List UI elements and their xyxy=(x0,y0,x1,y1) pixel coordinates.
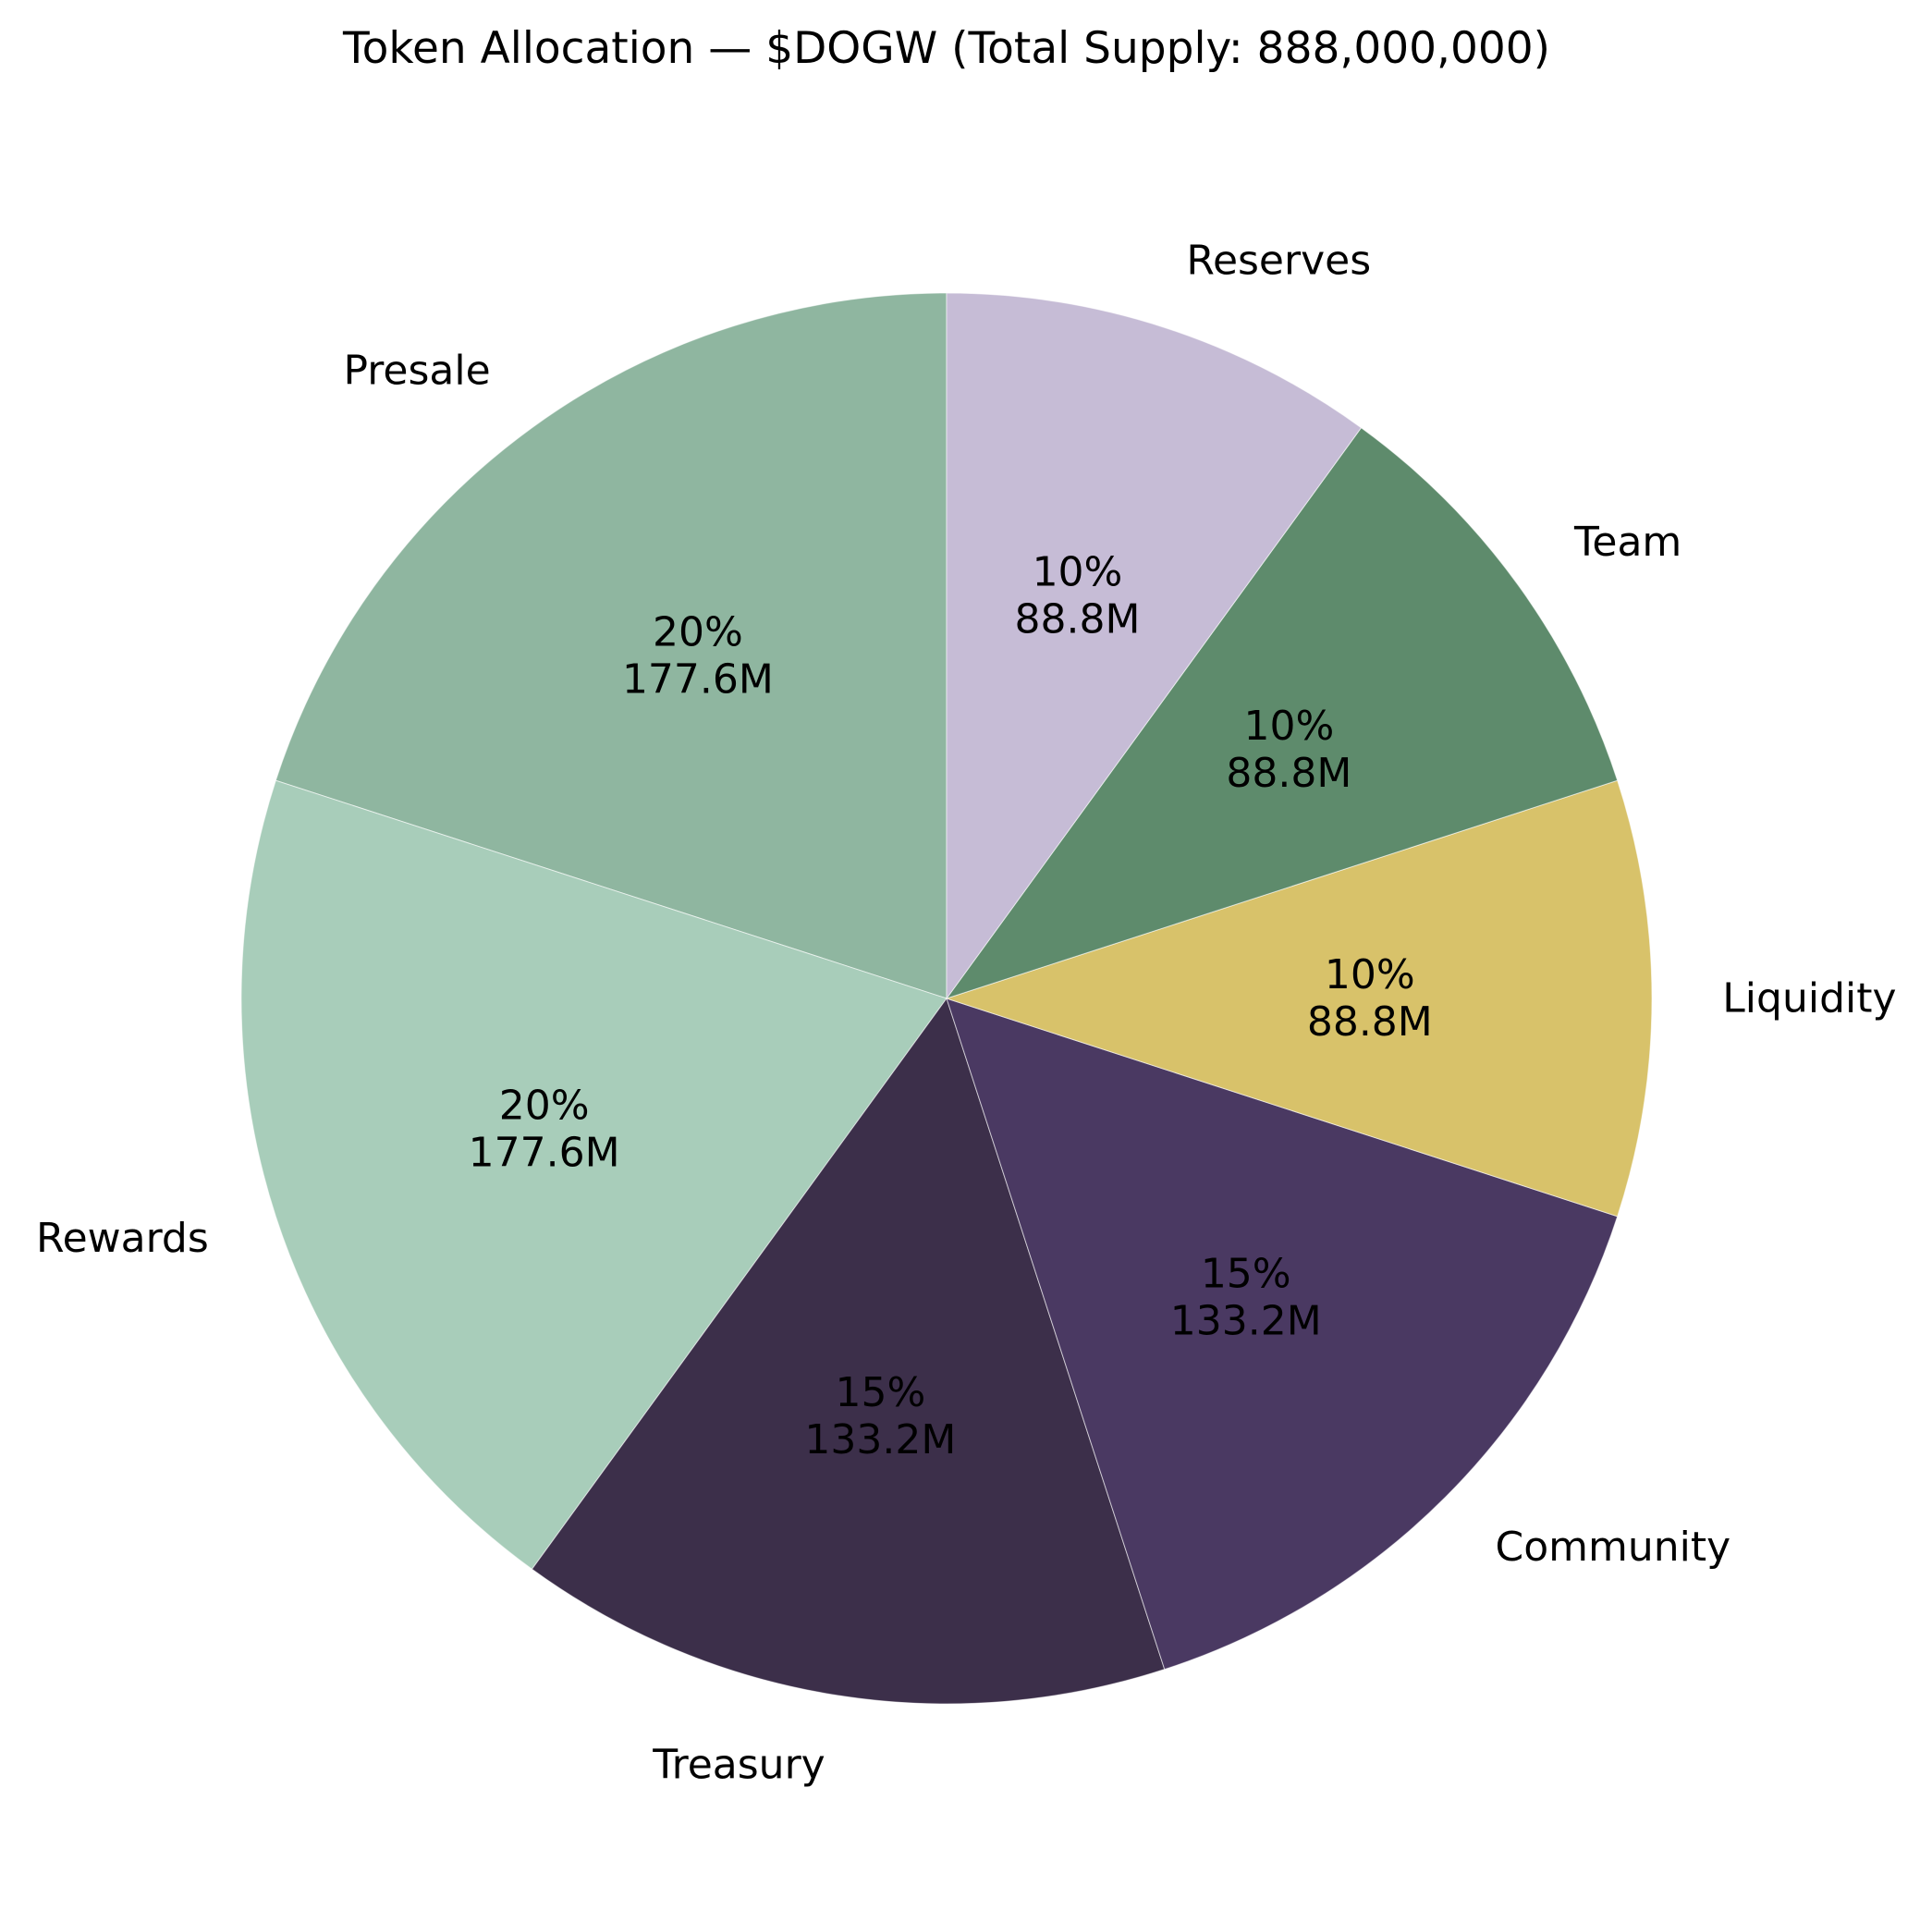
slice-labels: Presale Rewards Treasury Community Liquidity… xyxy=(36,237,1897,1788)
amount-text: 88.8M xyxy=(1014,596,1140,643)
percent-text: 20% xyxy=(653,609,743,656)
percent-text: 20% xyxy=(499,1082,590,1129)
amount-text: 133.2M xyxy=(804,1416,956,1463)
value-label-presale: 20%177.6M xyxy=(622,609,774,704)
value-label-liquidity: 10%88.8M xyxy=(1307,951,1433,1046)
label-reserves: Reserves xyxy=(1186,237,1371,284)
percent-text: 15% xyxy=(835,1369,925,1416)
amount-text: 88.8M xyxy=(1226,750,1351,797)
wedge-team xyxy=(945,427,1619,999)
label-liquidity: Liquidity xyxy=(1722,975,1896,1022)
slice-value-labels: 20%177.6M20%177.6M15%133.2M15%133.2M10%8… xyxy=(469,549,1433,1464)
label-rewards: Rewards xyxy=(36,1215,209,1262)
label-presale: Presale xyxy=(344,347,491,394)
pie-wedges xyxy=(240,292,1653,1705)
percent-text: 15% xyxy=(1201,1251,1291,1298)
wedge-presale xyxy=(275,292,948,999)
value-label-rewards: 20%177.6M xyxy=(469,1082,620,1176)
amount-text: 177.6M xyxy=(622,656,774,704)
value-label-team: 10%88.8M xyxy=(1226,703,1351,797)
value-label-treasury: 15%133.2M xyxy=(804,1369,956,1463)
amount-text: 133.2M xyxy=(1170,1298,1322,1345)
percent-text: 10% xyxy=(1325,951,1415,998)
wedge-liquidity xyxy=(945,779,1653,1218)
chart-title: Token Allocation — $DOGW (Total Supply: … xyxy=(342,23,1550,74)
wedge-treasury xyxy=(531,997,1166,1705)
percent-text: 10% xyxy=(1033,549,1123,596)
percent-text: 10% xyxy=(1243,703,1334,750)
label-treasury: Treasury xyxy=(652,1741,825,1788)
wedge-community xyxy=(946,998,1619,1671)
wedge-reserves xyxy=(946,292,1363,1000)
amount-text: 88.8M xyxy=(1307,998,1433,1046)
label-community: Community xyxy=(1495,1524,1730,1571)
label-team: Team xyxy=(1573,519,1681,566)
amount-text: 177.6M xyxy=(469,1129,620,1176)
value-label-community: 15%133.2M xyxy=(1170,1251,1322,1345)
value-label-reserves: 10%88.8M xyxy=(1014,549,1140,643)
wedge-rewards xyxy=(240,779,948,1570)
